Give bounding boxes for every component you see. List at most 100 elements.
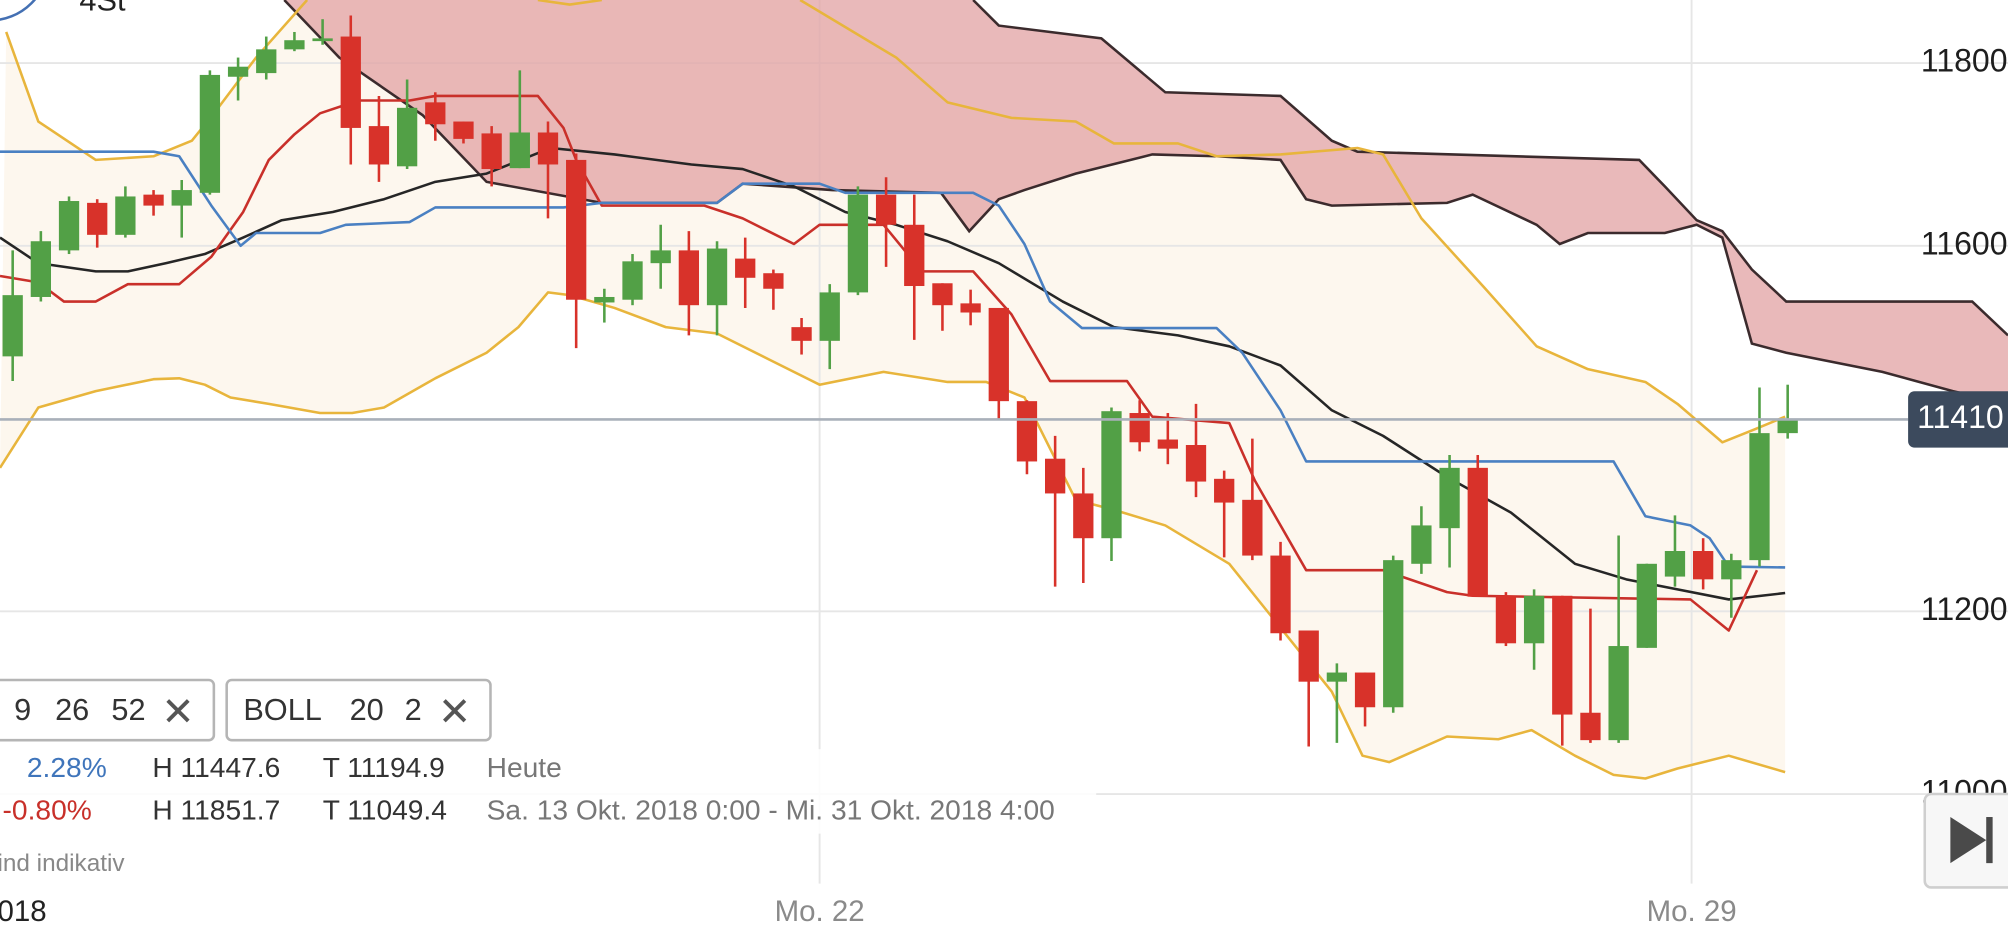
candle-body [1495,595,1517,644]
y-tick-label: 11800 [1921,43,2008,79]
candle-body [1326,672,1348,682]
chip-param: 52 [111,692,145,727]
candle-body [988,307,1009,402]
candle-body [847,194,869,293]
candle-body [453,121,474,139]
indicator-chip[interactable] [225,678,492,742]
candle-body [1749,433,1770,561]
indicator-line [0,291,1786,780]
candle-body [594,296,615,303]
stat-low: T 11049.4 [323,793,447,825]
candle-body [1044,458,1066,494]
stats-panel [0,749,1097,834]
candle-body [1411,525,1432,564]
candle-body [1580,712,1601,741]
candle-body [537,132,559,165]
candle-body [30,241,52,297]
price-tag [1908,391,2008,448]
candle-body [256,49,277,74]
candle-body [1693,551,1714,580]
candle-body [678,250,700,306]
stat-change: -0.80% [3,793,92,825]
candle-body [1214,478,1235,503]
indicator-chip[interactable] [0,678,216,742]
candle-body [312,38,333,42]
interval-label: 4St [79,0,126,18]
candle-body [509,132,530,169]
candle-body [819,292,840,341]
indicator-line [4,0,1786,444]
candle-body [1439,467,1460,529]
candle-body [425,102,446,125]
candle-body [735,258,756,278]
candle-body [481,133,502,170]
chip-close[interactable] [166,699,190,723]
candle-body [622,261,643,300]
candle-body [1185,445,1207,482]
candle-body [1636,563,1657,648]
candle-body [227,66,249,77]
candle-body [763,273,784,289]
x-tick-label: Mo. 22 [775,895,865,928]
cloud-line [972,0,2008,337]
candle-body [1157,439,1178,449]
candle-body [1101,411,1122,539]
indicator-line [0,150,1786,569]
chip-param: 20 [350,692,384,727]
candle-body [960,303,981,313]
candle-body [1016,401,1038,462]
disclaimer: ind indikativ [0,850,125,877]
candle-body [143,194,164,206]
chip-label: BOLL [243,692,322,727]
candle-body [58,201,80,251]
stat-period: Sa. 13 Okt. 2018 0:00 - Mi. 31 Okt. 2018… [487,793,1055,825]
interval-badge[interactable] [0,0,49,21]
candle-body [1608,646,1629,741]
stat-high: H 11447.6 [152,751,280,783]
candle-body [1298,630,1319,682]
stat-period: Heute [487,751,562,783]
chip-param: 26 [55,692,89,727]
candle-body [904,224,925,287]
candle-body [566,159,587,300]
candle-body [650,250,671,264]
candle-body [1721,560,1742,580]
jump-icon-bar [1986,817,1993,864]
stat-low: T 11194.9 [323,751,445,783]
candle-body [1523,595,1545,644]
candle-body [340,36,361,128]
candle-body [87,202,108,235]
candle-body [1242,499,1263,556]
candle-body [706,248,728,306]
candle-body [284,40,305,50]
y-tick-label: 11600 [1921,225,2008,261]
stat-change: 2.28% [27,751,107,783]
x-tick-label: Mo. 29 [1647,895,1737,928]
candle-body [1073,493,1094,539]
chip-close[interactable] [443,699,467,723]
candle-body [396,107,418,167]
candle-body [1777,419,1798,434]
candle-body [1270,555,1291,634]
candle-body [368,126,390,165]
candle-body [791,327,812,341]
candle-body [2,295,23,357]
candle-body [199,74,221,193]
candle-body [875,194,897,225]
candle-body [115,196,136,235]
stat-high: H 11851.7 [152,793,280,825]
candle-body [932,283,953,306]
price-tag-label: 11410 [1917,399,2004,435]
date-edge-label: 018 [0,895,47,928]
jump-icon [1950,817,1987,864]
indicator-line [0,94,1759,632]
candle-body [1467,467,1488,597]
candle-body [1129,413,1150,443]
candle-body [1664,551,1686,577]
y-tick-label: 11200 [1921,591,2008,627]
candle-body [1383,560,1404,708]
